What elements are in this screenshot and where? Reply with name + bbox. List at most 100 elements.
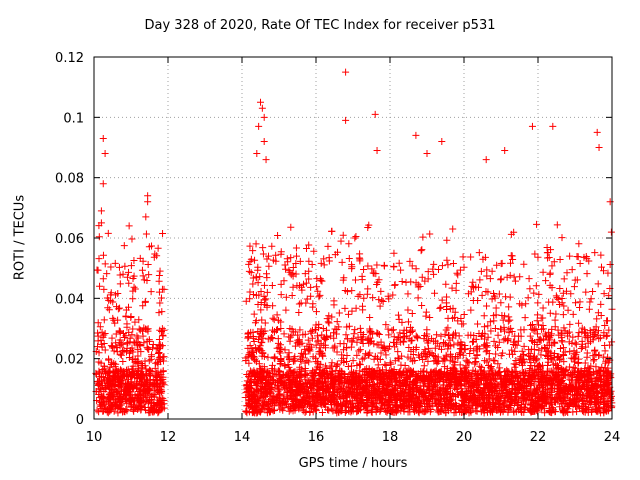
data-point <box>107 291 115 299</box>
data-point <box>137 395 145 403</box>
data-point <box>144 192 152 200</box>
data-point <box>99 398 107 406</box>
data-point <box>595 144 603 151</box>
data-point <box>429 265 437 273</box>
grid <box>94 57 612 419</box>
data-point <box>531 250 539 258</box>
data-point <box>136 342 144 350</box>
data-point <box>419 233 427 241</box>
data-point <box>260 137 268 145</box>
data-point <box>574 253 582 261</box>
data-point <box>412 265 420 273</box>
data-point <box>95 255 103 263</box>
data-point <box>556 345 564 353</box>
data-point <box>242 408 250 416</box>
data-point <box>116 378 124 386</box>
data-point <box>486 275 494 283</box>
data-point <box>155 277 163 285</box>
data-point <box>268 242 276 250</box>
data-point <box>159 375 167 383</box>
data-point <box>516 273 524 281</box>
data-point <box>548 384 556 392</box>
data-point <box>460 311 468 319</box>
data-point <box>381 360 389 368</box>
data-point <box>99 275 107 283</box>
data-point <box>356 291 364 299</box>
data-point <box>130 257 138 265</box>
data-point <box>111 368 119 376</box>
data-point <box>152 390 160 398</box>
data-point <box>119 390 127 398</box>
data-point <box>268 281 276 289</box>
data-point <box>408 310 416 318</box>
data-point <box>430 270 438 278</box>
data-point <box>107 263 115 271</box>
data-point <box>94 332 102 340</box>
data-point <box>158 403 166 411</box>
data-point <box>575 240 583 248</box>
data-point <box>250 338 258 346</box>
data-point <box>265 262 273 270</box>
data-point <box>520 342 528 350</box>
data-point <box>262 156 270 164</box>
data-point <box>472 335 480 343</box>
data-point <box>326 364 334 372</box>
data-point <box>138 266 146 274</box>
data-point <box>475 249 483 257</box>
data-point <box>114 316 122 324</box>
data-point <box>129 295 137 303</box>
data-point <box>433 331 441 339</box>
data-point <box>157 294 165 302</box>
data-point <box>144 345 152 353</box>
data-point <box>344 363 352 371</box>
data-point <box>557 355 565 363</box>
data-point <box>108 405 116 413</box>
data-point <box>464 290 472 298</box>
data-point <box>108 402 116 410</box>
data-point <box>433 406 441 414</box>
data-point <box>249 280 257 288</box>
data-point <box>333 318 341 326</box>
data-point <box>125 279 133 287</box>
data-point <box>113 303 121 311</box>
data-point <box>141 297 149 305</box>
data-point <box>566 347 574 355</box>
data-point <box>373 261 381 269</box>
data-point <box>259 334 267 342</box>
data-point <box>382 407 390 415</box>
data-point <box>534 299 542 307</box>
data-point <box>116 280 124 288</box>
data-point <box>585 305 593 313</box>
data-point <box>377 287 385 295</box>
data-point <box>513 341 521 349</box>
data-point <box>418 273 426 281</box>
data-point <box>95 373 103 381</box>
data-point <box>116 404 124 412</box>
data-point <box>119 340 127 348</box>
data-point <box>586 298 594 306</box>
data-point <box>466 349 474 357</box>
data-point <box>380 262 388 270</box>
data-point <box>120 242 128 250</box>
data-point <box>152 379 160 387</box>
data-point <box>352 304 360 312</box>
data-point <box>575 319 583 327</box>
data-point <box>505 303 513 311</box>
data-point <box>287 223 295 231</box>
data-point <box>413 333 421 341</box>
data-point <box>363 290 371 298</box>
data-point <box>374 361 382 369</box>
data-point <box>139 332 147 340</box>
data-point <box>342 116 350 124</box>
data-point <box>133 384 141 392</box>
data-point <box>139 272 147 280</box>
data-point <box>394 348 402 356</box>
data-point <box>127 262 135 270</box>
data-point <box>111 259 119 267</box>
data-point <box>576 298 584 306</box>
data-point <box>254 279 262 287</box>
data-point <box>269 314 277 322</box>
data-point <box>503 273 511 281</box>
data-point <box>116 271 124 279</box>
